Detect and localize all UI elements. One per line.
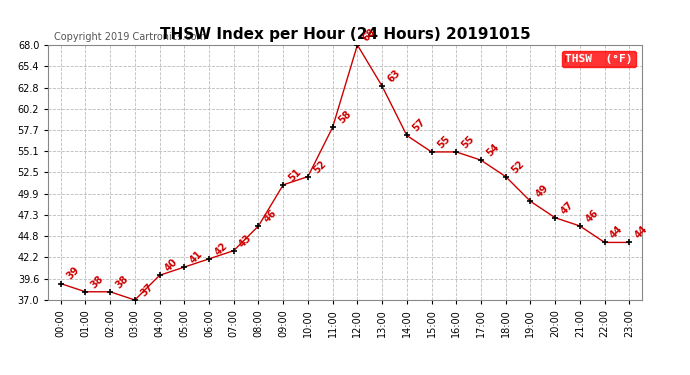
Text: 57: 57 (411, 117, 427, 134)
Text: 68: 68 (361, 27, 378, 44)
Text: 46: 46 (584, 208, 600, 224)
Text: 38: 38 (114, 273, 130, 290)
Text: 47: 47 (559, 200, 575, 216)
Text: 52: 52 (509, 158, 526, 175)
Title: THSW Index per Hour (24 Hours) 20191015: THSW Index per Hour (24 Hours) 20191015 (159, 27, 531, 42)
Text: 41: 41 (188, 249, 205, 266)
Text: 46: 46 (262, 208, 279, 224)
Text: 40: 40 (164, 257, 180, 274)
Text: Copyright 2019 Cartronics.com: Copyright 2019 Cartronics.com (55, 33, 206, 42)
Text: 55: 55 (460, 134, 477, 150)
Text: 54: 54 (484, 142, 502, 159)
Text: 39: 39 (64, 265, 81, 282)
Text: 63: 63 (386, 68, 402, 84)
Text: 42: 42 (213, 241, 229, 257)
Text: 51: 51 (287, 166, 304, 183)
Text: 38: 38 (89, 273, 106, 290)
Text: 55: 55 (435, 134, 452, 150)
Text: 58: 58 (336, 109, 353, 126)
Text: 44: 44 (633, 224, 650, 241)
Text: 44: 44 (609, 224, 625, 241)
Text: 43: 43 (237, 232, 254, 249)
Text: 49: 49 (534, 183, 551, 200)
Text: 37: 37 (139, 282, 155, 298)
Text: 52: 52 (312, 158, 328, 175)
Legend: THSW  (°F): THSW (°F) (562, 51, 636, 67)
